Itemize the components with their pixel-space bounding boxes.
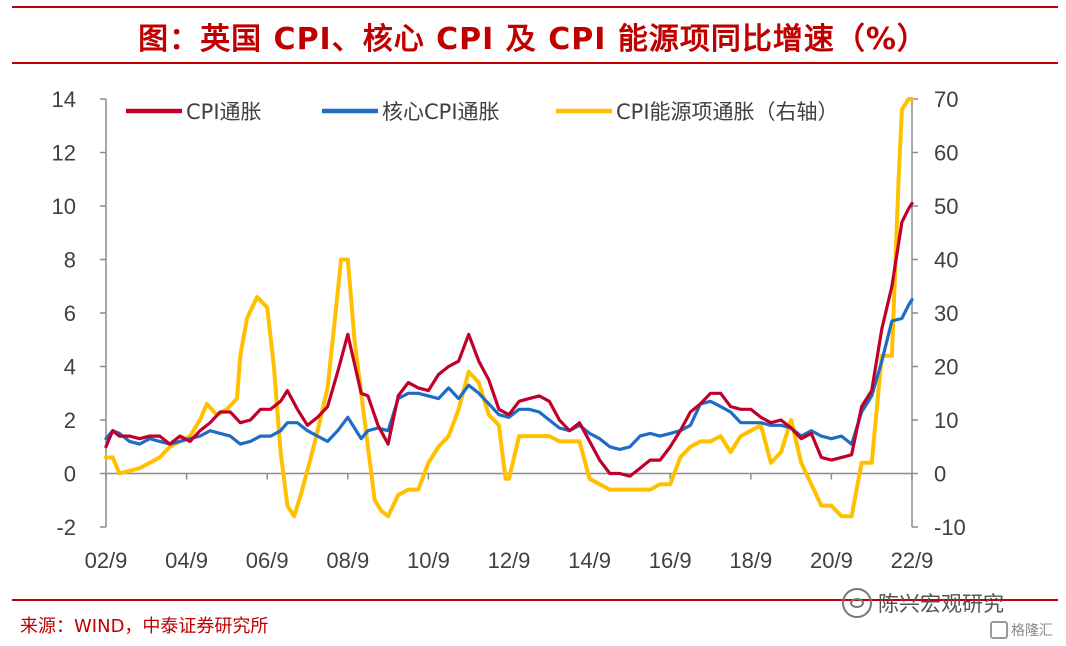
- left-axis-tick-label: 10: [52, 194, 76, 219]
- x-axis-tick-label: 16/9: [649, 548, 692, 573]
- x-axis-tick-label: 18/9: [729, 548, 772, 573]
- right-axis-tick-label: 70: [934, 87, 958, 112]
- title-bar: 图：英国 CPI、核心 CPI 及 CPI 能源项同比增速（%）: [0, 0, 1066, 78]
- left-axis-tick-label: -2: [56, 515, 76, 540]
- x-axis-tick-label: 10/9: [407, 548, 450, 573]
- title-rule-top: [12, 6, 1058, 8]
- gelonghui-logo-icon: [990, 621, 1008, 639]
- left-axis-tick-label: 6: [64, 301, 76, 326]
- right-axis-tick-label: 10: [934, 408, 958, 433]
- x-axis-tick-label: 14/9: [568, 548, 611, 573]
- right-axis-tick-label: 60: [934, 141, 958, 166]
- source-note: 来源：WIND，中泰证券研究所: [20, 616, 269, 637]
- x-axis-tick-label: 22/9: [891, 548, 934, 573]
- watermark: 陈兴宏观研究: [842, 588, 1004, 618]
- right-axis-tick-label: 40: [934, 248, 958, 273]
- legend-label-0: CPI通胀: [186, 100, 262, 124]
- series-line-0: [104, 201, 914, 478]
- x-axis-tick-label: 20/9: [810, 548, 853, 573]
- right-axis-tick-label: 20: [934, 355, 958, 380]
- wechat-icon: [842, 588, 872, 618]
- legend-label-2: CPI能源项通胀（右轴）: [616, 100, 839, 124]
- watermark-text: 陈兴宏观研究: [878, 592, 1004, 616]
- left-axis-tick-label: 4: [64, 355, 76, 380]
- right-axis-tick-label: 30: [934, 301, 958, 326]
- x-axis-tick-label: 04/9: [165, 548, 208, 573]
- right-axis-tick-label: 0: [934, 462, 946, 487]
- left-axis-tick-label: 0: [64, 462, 76, 487]
- title-rule-bottom: [12, 62, 1058, 64]
- left-axis-tick-label: 14: [52, 87, 76, 112]
- left-axis-tick-label: 8: [64, 248, 76, 273]
- watermark-gelonghui: 格隆汇: [990, 620, 1053, 640]
- series-line-1: [104, 298, 914, 451]
- chart-title: 图：英国 CPI、核心 CPI 及 CPI 能源项同比增速（%）: [138, 22, 928, 57]
- right-axis-tick-label: 50: [934, 194, 958, 219]
- legend-label-1: 核心CPI通胀: [382, 100, 500, 124]
- right-axis-tick-label: -10: [934, 515, 966, 540]
- axes: [100, 98, 918, 528]
- left-axis-tick-label: 12: [52, 141, 76, 166]
- series-line-2: [104, 97, 914, 519]
- x-axis-tick-label: 06/9: [246, 548, 289, 573]
- watermark2-text: 格隆汇: [1011, 623, 1053, 639]
- left-axis-tick-label: 2: [64, 408, 76, 433]
- x-axis-tick-label: 08/9: [326, 548, 369, 573]
- legend: CPI通胀 核心CPI通胀 CPI能源项通胀（右轴）: [126, 100, 839, 124]
- source-rule: [12, 599, 1058, 601]
- x-axis-tick-label: 02/9: [85, 548, 128, 573]
- x-axis-tick-label: 12/9: [488, 548, 531, 573]
- series-lines: [104, 97, 914, 519]
